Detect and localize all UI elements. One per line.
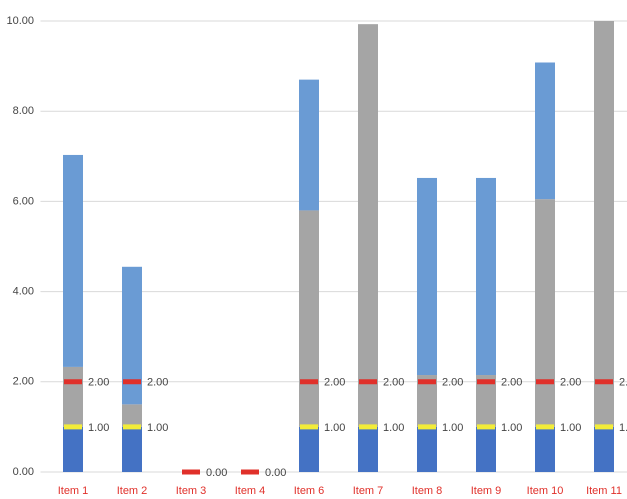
marker-label: 1.00 — [560, 422, 581, 434]
bar-segment — [535, 426, 555, 472]
x-tick-label: Item 7 — [353, 485, 384, 497]
marker-label: 2.00 — [619, 377, 627, 389]
marker-label: 2.00 — [501, 377, 522, 389]
marker-label: 1.00 — [88, 422, 109, 434]
x-tick-label: Item 4 — [235, 485, 266, 497]
y-tick-label: 8.00 — [13, 105, 34, 117]
bar-segment — [594, 426, 614, 472]
x-tick-label: Item 3 — [176, 485, 207, 497]
marker-label: 2.00 — [88, 377, 109, 389]
bar-segment — [417, 177, 437, 376]
y-tick-label: 2.00 — [13, 376, 34, 388]
marker-label: 0.00 — [206, 467, 227, 479]
marker-label: 2.00 — [324, 377, 345, 389]
bar-segment — [358, 426, 378, 472]
bar-segment — [594, 21, 614, 427]
bar-segment — [535, 199, 555, 427]
y-tick-label: 4.00 — [13, 286, 34, 298]
x-tick-label: Item 8 — [412, 485, 443, 497]
x-tick-label: Item 2 — [117, 485, 148, 497]
x-tick-label: Item 9 — [471, 485, 502, 497]
x-tick-label: Item 6 — [294, 485, 325, 497]
marker-label: 1.00 — [619, 422, 627, 434]
bar-segment — [63, 426, 83, 472]
marker-label: 2.00 — [147, 377, 168, 389]
bar-segment — [122, 266, 142, 405]
marker-label: 2.00 — [560, 377, 581, 389]
bar-segment — [417, 375, 437, 427]
y-tick-label: 10.00 — [6, 15, 34, 27]
bar-segment — [122, 404, 142, 427]
bar-segment — [535, 62, 555, 200]
bar-segment — [476, 375, 496, 427]
bar-segment — [299, 79, 319, 211]
x-tick-label: Item 1 — [58, 485, 89, 497]
bar-segment — [417, 426, 437, 472]
bar-segment — [63, 366, 83, 427]
bar-segment — [299, 210, 319, 427]
bar-segment — [358, 24, 378, 427]
marker-label: 1.00 — [501, 422, 522, 434]
bar-segment — [63, 154, 83, 367]
marker-label: 2.00 — [383, 377, 404, 389]
marker-label: 2.00 — [442, 377, 463, 389]
bar-segment — [122, 426, 142, 472]
marker-label: 0.00 — [265, 467, 286, 479]
x-tick-label: Item 11 — [586, 485, 622, 497]
marker-label: 1.00 — [383, 422, 404, 434]
x-tick-label: Item 10 — [527, 485, 564, 497]
bar-segment — [299, 426, 319, 472]
y-tick-label: 0.00 — [13, 466, 34, 478]
marker-label: 1.00 — [147, 422, 168, 434]
marker-label: 1.00 — [324, 422, 345, 434]
y-tick-label: 6.00 — [13, 195, 34, 207]
marker-label: 1.00 — [442, 422, 463, 434]
bar-segment — [476, 177, 496, 376]
bar-segment — [476, 426, 496, 472]
